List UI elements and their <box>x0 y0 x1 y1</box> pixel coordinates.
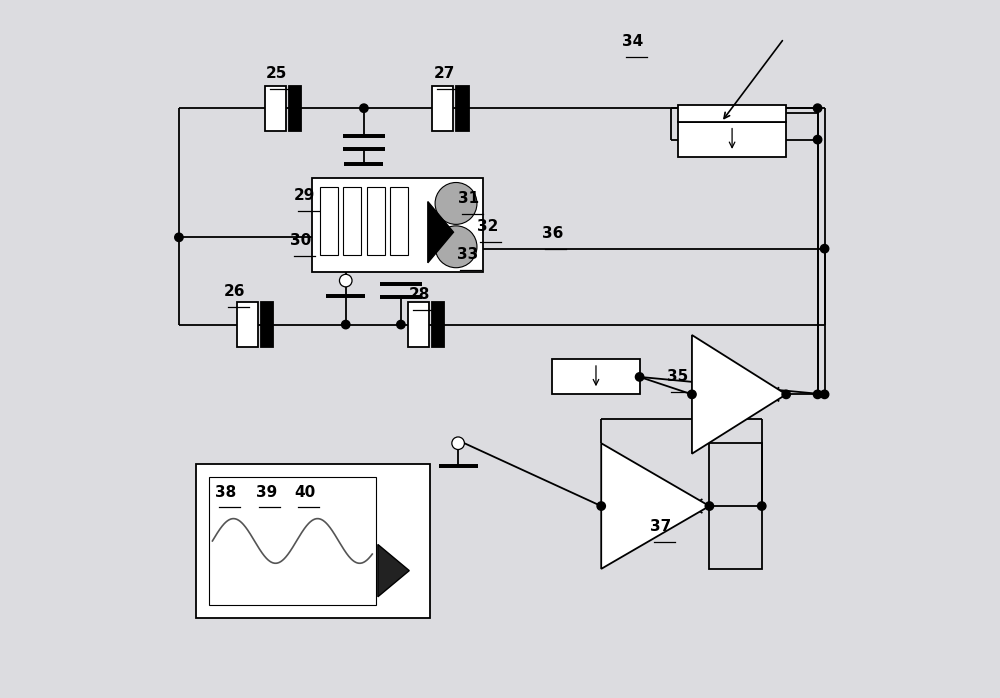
Circle shape <box>688 390 696 399</box>
Text: 39: 39 <box>256 484 277 500</box>
Bar <box>265 86 286 131</box>
Polygon shape <box>692 335 786 454</box>
Text: 38: 38 <box>215 484 236 500</box>
Circle shape <box>820 390 829 399</box>
Circle shape <box>813 390 822 399</box>
Bar <box>678 105 786 122</box>
Circle shape <box>597 502 605 510</box>
Circle shape <box>782 390 790 399</box>
Circle shape <box>342 320 350 329</box>
Circle shape <box>452 437 464 450</box>
Text: 34: 34 <box>622 34 643 50</box>
Text: 29: 29 <box>294 188 315 203</box>
Text: 33: 33 <box>457 247 478 262</box>
Text: 28: 28 <box>409 287 430 302</box>
Bar <box>432 86 453 131</box>
Text: 26: 26 <box>224 284 246 299</box>
Polygon shape <box>428 202 453 263</box>
Bar <box>312 178 483 272</box>
Bar <box>678 122 786 157</box>
Circle shape <box>705 502 714 510</box>
Bar <box>367 187 385 255</box>
Text: 25: 25 <box>266 66 287 81</box>
Circle shape <box>339 274 352 287</box>
Text: 35: 35 <box>667 369 689 385</box>
Bar <box>209 477 376 605</box>
Bar <box>408 302 429 347</box>
Bar <box>289 86 301 131</box>
Bar <box>196 464 430 618</box>
Circle shape <box>758 502 766 510</box>
Polygon shape <box>378 544 409 597</box>
Bar <box>261 302 273 347</box>
Bar <box>709 443 762 569</box>
Text: 40: 40 <box>294 484 315 500</box>
Circle shape <box>360 104 368 112</box>
Text: 36: 36 <box>542 226 563 242</box>
Bar <box>552 359 640 394</box>
Polygon shape <box>601 443 709 569</box>
Circle shape <box>435 226 477 268</box>
Circle shape <box>813 104 822 112</box>
Circle shape <box>820 244 829 253</box>
Circle shape <box>175 233 183 242</box>
Bar <box>343 187 361 255</box>
Circle shape <box>635 373 644 381</box>
Text: 37: 37 <box>650 519 671 535</box>
Bar <box>456 86 469 131</box>
Bar <box>237 302 258 347</box>
Bar <box>390 187 408 255</box>
Bar <box>432 302 444 347</box>
Text: 27: 27 <box>433 66 455 81</box>
Text: 32: 32 <box>477 218 498 234</box>
Text: 30: 30 <box>290 233 312 248</box>
Circle shape <box>397 320 405 329</box>
Bar <box>320 187 338 255</box>
Circle shape <box>813 135 822 144</box>
Text: 31: 31 <box>458 191 479 207</box>
Circle shape <box>435 182 477 224</box>
